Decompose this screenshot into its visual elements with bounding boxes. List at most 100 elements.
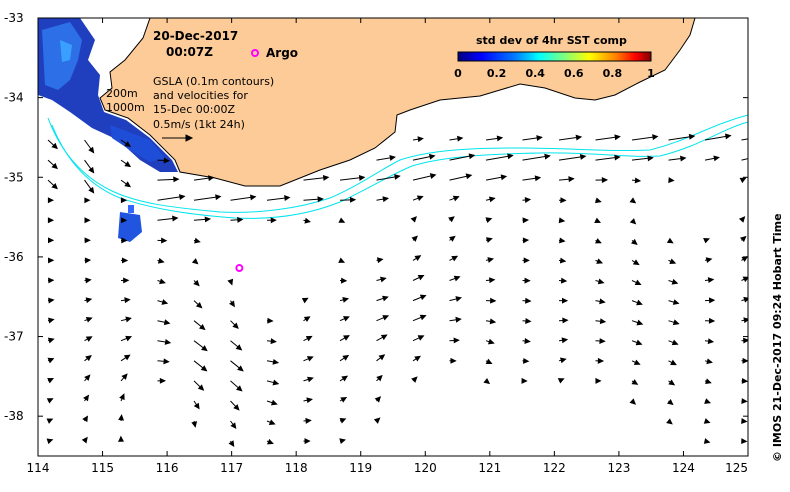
velocity-arrow	[631, 177, 642, 184]
velocity-arrow	[339, 418, 347, 424]
velocity-arrow	[339, 277, 348, 284]
velocity-arrow	[595, 338, 606, 344]
velocity-arrow	[558, 237, 566, 244]
velocity-arrow	[47, 277, 55, 284]
velocity-arrow	[47, 257, 55, 264]
velocity-arrow	[741, 398, 748, 404]
velocity-arrow	[193, 216, 212, 223]
velocity-arrow	[449, 195, 460, 202]
velocity-arrow	[84, 257, 92, 264]
velocity-arrow	[485, 153, 514, 161]
velocity-arrow	[230, 360, 244, 372]
velocity-arrow	[230, 216, 244, 223]
velocity-arrow	[741, 357, 748, 364]
velocity-arrow	[558, 134, 583, 141]
velocity-arrow	[120, 217, 128, 224]
velocity-arrow	[376, 334, 388, 342]
velocity-arrow	[120, 373, 128, 382]
time-label: 00:07Z	[166, 45, 213, 59]
velocity-arrow	[522, 237, 530, 244]
bathy-1000-label: 1000m	[106, 101, 145, 114]
velocity-arrow	[339, 316, 350, 322]
gsla-scale-label: 0.5m/s (1kt 24h)	[153, 118, 245, 131]
velocity-arrow	[84, 197, 91, 204]
velocity-arrow	[84, 159, 95, 174]
velocity-arrow	[230, 380, 243, 392]
velocity-arrow	[301, 297, 309, 304]
velocity-arrow	[120, 197, 128, 204]
velocity-arrow	[266, 195, 291, 202]
velocity-arrow	[595, 238, 602, 244]
velocity-arrow	[266, 438, 274, 445]
velocity-arrow	[741, 155, 748, 161]
velocity-arrow	[412, 255, 422, 262]
velocity-arrow	[631, 259, 640, 266]
velocity-arrow	[558, 257, 567, 264]
velocity-arrow	[704, 257, 713, 263]
x-tick-label: 118	[285, 461, 308, 475]
velocity-arrow	[485, 338, 495, 345]
velocity-arrow	[485, 277, 496, 284]
velocity-arrow	[558, 153, 587, 161]
velocity-arrow	[120, 354, 131, 362]
axis-ticks	[37, 17, 749, 456]
velocity-arrow	[376, 354, 386, 362]
velocity-arrow	[522, 338, 531, 344]
velocity-arrow	[193, 237, 201, 244]
velocity-arrow	[47, 217, 55, 224]
velocity-arrow	[594, 217, 602, 224]
velocity-arrow	[449, 357, 457, 364]
velocity-arrow	[412, 335, 425, 342]
colorbar-tick-label: 1	[647, 67, 655, 80]
velocity-arrow	[485, 135, 504, 142]
velocity-arrow	[191, 258, 199, 265]
velocity-arrow	[630, 238, 638, 246]
velocity-arrow	[558, 337, 569, 344]
velocity-arrow	[668, 359, 677, 366]
velocity-arrow	[485, 174, 508, 181]
velocity-arrow	[157, 278, 166, 285]
velocity-arrow	[558, 217, 566, 224]
velocity-arrow	[230, 320, 239, 329]
velocity-arrow	[120, 257, 129, 264]
velocity-arrows	[46, 133, 748, 448]
x-tick-label: 124	[672, 461, 695, 475]
velocity-arrow	[266, 358, 280, 365]
velocity-arrow	[193, 279, 200, 287]
velocity-arrow	[594, 197, 602, 204]
velocity-arrow	[449, 296, 463, 302]
velocity-arrow	[595, 154, 621, 161]
velocity-arrow	[303, 417, 312, 424]
velocity-arrow	[483, 377, 491, 385]
velocity-arrow	[412, 314, 427, 322]
velocity-arrow	[230, 420, 237, 430]
velocity-arrow	[522, 357, 530, 364]
velocity-arrow	[412, 275, 425, 281]
velocity-arrow	[339, 397, 348, 403]
velocity-arrow	[522, 297, 532, 304]
velocity-arrow	[376, 174, 401, 181]
velocity-arrow	[741, 337, 748, 344]
velocity-arrow	[84, 297, 93, 304]
velocity-arrow	[47, 377, 55, 384]
velocity-arrow	[666, 418, 673, 425]
velocity-arrow	[595, 298, 606, 305]
velocity-arrow	[595, 318, 607, 325]
velocity-arrow	[193, 194, 222, 201]
velocity-arrow	[339, 354, 350, 362]
velocity-arrow	[191, 420, 198, 428]
velocity-arrow	[668, 155, 687, 162]
x-tick-label: 119	[349, 461, 372, 475]
velocity-arrow	[303, 397, 313, 404]
velocity-arrow	[84, 336, 93, 342]
velocity-arrow	[449, 275, 461, 282]
velocity-arrow	[704, 338, 715, 345]
velocity-arrow	[449, 316, 462, 323]
velocity-arrow	[629, 398, 637, 405]
velocity-arrow	[449, 255, 459, 262]
velocity-arrow	[704, 358, 713, 365]
x-tick-label: 114	[27, 461, 50, 475]
velocity-arrow	[522, 135, 543, 141]
bathymetry-contours	[47, 114, 748, 219]
velocity-arrow	[449, 173, 473, 181]
